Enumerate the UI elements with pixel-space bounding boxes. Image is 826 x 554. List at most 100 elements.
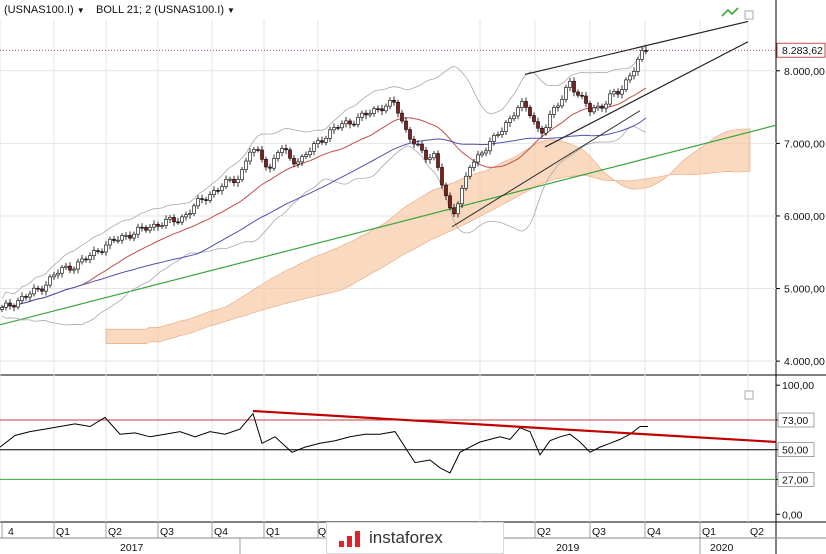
candle-up [32, 287, 36, 295]
candle-up [608, 93, 612, 105]
price-axis: 4.000,00 5.000,00 6.000,00 7.000,00 8.000,00… [721, 7, 826, 368]
candle-up [312, 143, 316, 152]
drawing-tool-icon [721, 7, 739, 17]
candle-up [276, 152, 280, 159]
candle-up [148, 226, 152, 231]
candle-up [164, 218, 168, 226]
candle-up [300, 156, 304, 163]
candle-up [248, 151, 252, 162]
candle-down [256, 149, 260, 151]
candle-down [172, 217, 176, 223]
candle-down [284, 148, 288, 151]
candle-down [320, 140, 324, 143]
candle-down [84, 258, 88, 261]
candle-up [428, 157, 432, 160]
indicator-selector[interactable]: BOLL 21; 2 (USNAS100.I) ▼ [96, 4, 235, 16]
candle-up [188, 213, 192, 216]
candle-up [20, 296, 24, 302]
candle-up [92, 250, 96, 256]
candle-down [128, 235, 132, 239]
quarter-label: Q4 [647, 526, 661, 538]
quarter-label: Q [318, 526, 326, 538]
candle-up [124, 235, 128, 237]
candlesticks [0, 46, 648, 313]
candle-up [512, 115, 516, 120]
logo-bars-icon [339, 531, 361, 547]
rsi-level-badge [777, 472, 815, 487]
moving-average-blue [1, 117, 647, 308]
candle-down [68, 265, 72, 271]
candle-up [80, 258, 84, 263]
candle-down [588, 103, 592, 113]
quarter-label: Q2 [537, 526, 551, 538]
year-label: 2020 [710, 542, 734, 554]
candle-down [156, 223, 160, 227]
candle-down [260, 149, 264, 160]
candle-up [620, 89, 624, 95]
candle-down [380, 108, 384, 112]
candle-down [412, 138, 416, 145]
candle-up [488, 141, 492, 152]
symbol-selector[interactable]: (USNAS100.I) ▼ [4, 4, 85, 16]
candle-down [364, 112, 368, 116]
y-tick-label: 8.000,00 [784, 66, 825, 78]
chevron-down-icon: ▼ [227, 6, 235, 15]
candle-up [596, 105, 600, 109]
time-axis: 4 Q1 Q2 Q3 Q4 Q1 Q Q2 Q3 Q4 Q1 Q2 2017 2019 2020 [1, 522, 764, 554]
candle-up [544, 127, 548, 134]
candle-down [576, 91, 580, 96]
candle-up [56, 272, 60, 276]
rsi-panel: 0,00 27,00 50,00 73,00 100,00 [0, 380, 815, 521]
candle-up [120, 235, 124, 241]
candle-down [200, 198, 204, 200]
quarter-label: Q4 [214, 526, 228, 538]
rsi-level-badge [777, 412, 815, 428]
candle-down [176, 221, 180, 224]
candle-down [348, 120, 352, 125]
candle-up [552, 107, 556, 115]
candle-up [60, 267, 64, 274]
candle-up [252, 149, 256, 153]
candle-up [484, 150, 488, 154]
candle-up [28, 293, 32, 298]
candle-down [376, 108, 380, 110]
candle-up [108, 238, 112, 246]
candle-up [64, 265, 68, 268]
candle-down [524, 101, 528, 108]
candle-down [232, 178, 236, 183]
candle-up [496, 134, 500, 137]
candle-up [628, 75, 632, 81]
y-tick-label: 7.000,00 [784, 138, 825, 150]
candle-up [356, 117, 360, 125]
candle-down [144, 227, 148, 231]
quarter-label: Q3 [592, 526, 606, 538]
candle-up [332, 127, 336, 131]
candle-up [220, 186, 224, 191]
candle-up [168, 217, 172, 220]
watermark-text: instaforex [369, 528, 443, 547]
channel-line [451, 110, 641, 228]
candle-down [600, 105, 604, 109]
candle-up [556, 105, 560, 108]
candle-down [40, 288, 44, 292]
candle-down [408, 129, 412, 140]
quarter-label: Q2 [750, 526, 764, 538]
candle-up [384, 105, 388, 112]
candle-down [424, 149, 428, 160]
candle-up [464, 175, 468, 189]
year-label: 2019 [556, 542, 580, 554]
candle-up [152, 223, 156, 228]
candle-up [196, 198, 200, 207]
candle-down [24, 296, 28, 298]
candle-up [508, 118, 512, 123]
candle-up [228, 178, 232, 181]
rsi-y-tick-label: 50,00 [782, 445, 808, 457]
y-tick-label: 5.000,00 [784, 284, 825, 296]
symbol-label: (USNAS100.I) [4, 4, 74, 16]
candle-up [72, 268, 76, 271]
candle-up [116, 239, 120, 242]
candle-down [436, 153, 440, 168]
candle-down [580, 94, 584, 97]
candle-up [160, 225, 164, 227]
